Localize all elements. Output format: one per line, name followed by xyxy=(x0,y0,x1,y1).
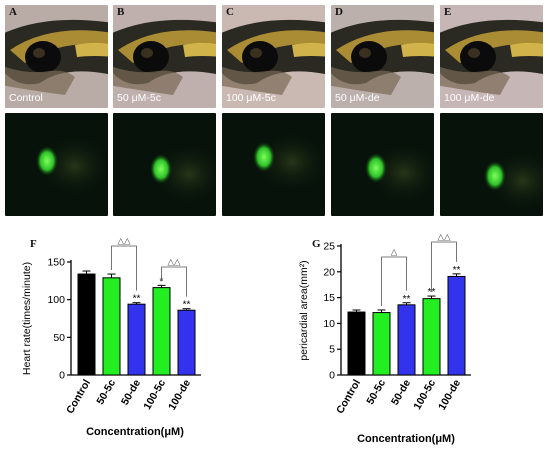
significance-stars: ** xyxy=(428,287,436,298)
bar-100-5c xyxy=(422,298,441,376)
y-tick-label: 50 xyxy=(53,332,65,344)
x-tick-label: 100-de xyxy=(166,377,193,412)
comparison-bracket xyxy=(431,241,457,293)
panel-letter-b: B xyxy=(117,6,125,18)
condition-label: 100 μM-5c xyxy=(226,92,276,104)
comparison-bracket xyxy=(381,256,407,306)
bar-50-5c xyxy=(102,277,121,376)
comparison-bracket xyxy=(161,266,187,297)
zebrafish-larva-drawing xyxy=(113,19,216,95)
bar-Control xyxy=(77,273,96,376)
comparison-label: △△ xyxy=(167,257,181,267)
panel-letter-f: F xyxy=(30,238,37,250)
condition-label: 50 μM-5c xyxy=(117,92,161,104)
x-axis-label: Concentration(μM) xyxy=(357,433,455,445)
comparison-bracket xyxy=(111,245,137,291)
green-heart-fluorescence xyxy=(484,149,543,213)
comparison-label: △△ xyxy=(117,236,131,246)
y-tick-label: 0 xyxy=(59,370,65,382)
condition-label: 50 μM-de xyxy=(335,92,380,104)
green-heart-fluorescence xyxy=(150,142,216,206)
condition-label: 100 μM-de xyxy=(444,92,495,104)
fluorescence-image-e xyxy=(440,113,543,216)
zebrafish-larva-drawing xyxy=(331,19,434,95)
bar-Control xyxy=(347,311,366,376)
panel-letter-a: A xyxy=(9,6,17,18)
x-tick-label: 100-de xyxy=(436,377,463,412)
zebrafish-larva-drawing xyxy=(222,19,325,95)
x-tick-label: 100-5c xyxy=(411,377,438,411)
brightfield-image-d xyxy=(331,5,434,108)
x-tick-label: 100-5c xyxy=(141,377,168,411)
y-tick-label: 15 xyxy=(323,292,335,304)
bar-50-de xyxy=(397,304,416,376)
x-tick-label: 50-de xyxy=(119,377,143,407)
panel-letter-e: E xyxy=(444,6,452,18)
zebrafish-larva-drawing xyxy=(5,19,108,95)
x-tick-label: Control xyxy=(64,377,93,415)
bar-50-5c xyxy=(372,312,391,376)
panel-letter-g: G xyxy=(312,238,321,250)
y-axis-label: pericardial area(mm²) xyxy=(298,260,310,360)
bar-100-de xyxy=(447,275,466,376)
y-tick-label: 10 xyxy=(323,318,335,330)
x-tick-label: 50-de xyxy=(389,377,413,407)
y-tick-label: 0 xyxy=(329,370,335,382)
comparison-label: △ xyxy=(391,247,398,257)
x-axis-label: Concentration(μM) xyxy=(86,426,184,438)
condition-label: Control xyxy=(9,92,43,104)
bar-100-de xyxy=(177,309,196,376)
fluorescence-image-d xyxy=(331,113,434,216)
y-tick-label: 100 xyxy=(47,294,65,306)
heart-rate-chart: 0 50 100 150 Heart rate(times/minute) Control… xyxy=(21,236,201,438)
x-tick-label: 50-5c xyxy=(364,377,388,406)
significance-stars: ** xyxy=(403,294,411,305)
fluorescence-image-a xyxy=(5,113,108,216)
brightfield-image-c xyxy=(222,5,325,108)
y-axis-label: Heart rate(times/minute) xyxy=(21,262,33,375)
zebrafish-larva-drawing xyxy=(440,19,543,95)
y-tick-label: 20 xyxy=(323,266,335,278)
significance-stars: * xyxy=(160,276,164,287)
brightfield-image-e xyxy=(440,5,543,108)
panel-letter-c: C xyxy=(226,6,234,18)
x-tick-label: Control xyxy=(334,377,363,415)
panel-letter-d: D xyxy=(335,6,343,18)
brightfield-image-a xyxy=(5,5,108,108)
green-heart-fluorescence xyxy=(253,130,325,194)
significance-stars: ** xyxy=(183,300,191,311)
x-tick-label: 50-5c xyxy=(94,377,118,406)
brightfield-image-b xyxy=(113,5,216,108)
y-tick-label: 5 xyxy=(329,344,335,356)
fluorescence-image-c xyxy=(222,113,325,216)
comparison-label: △△ xyxy=(437,232,451,242)
bar-100-5c xyxy=(152,287,171,376)
significance-stars: ** xyxy=(453,265,461,276)
green-heart-fluorescence xyxy=(36,134,108,198)
significance-stars: ** xyxy=(133,294,141,305)
green-heart-fluorescence xyxy=(365,141,434,205)
y-tick-label: 150 xyxy=(47,257,65,269)
fluorescence-image-b xyxy=(113,113,216,216)
y-tick-label: 25 xyxy=(323,241,335,253)
bar-50-de xyxy=(127,303,146,376)
